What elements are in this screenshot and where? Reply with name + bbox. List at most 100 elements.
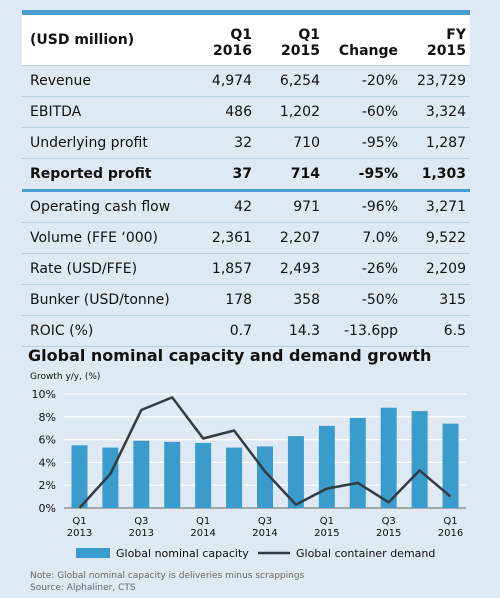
cell-q1-2016: 178 bbox=[184, 284, 256, 316]
x-tick-label: Q3 bbox=[382, 516, 396, 527]
legend-swatch-capacity bbox=[76, 548, 110, 558]
capacity-bar bbox=[411, 411, 428, 508]
cell-change: -13.6pp bbox=[324, 315, 402, 347]
header-q1-2015: Q1 2015 bbox=[256, 10, 324, 66]
y-tick-label: 6% bbox=[39, 434, 56, 447]
header-unit: (USD million) bbox=[22, 10, 184, 66]
table-row-reported-profit: Reported profit 37 714 -95% 1,303 bbox=[22, 158, 470, 191]
capacity-bar bbox=[226, 447, 243, 508]
header-change: Change bbox=[324, 10, 402, 66]
y-tick-label: 0% bbox=[39, 502, 56, 515]
x-tick-label: 2016 bbox=[438, 528, 463, 539]
cell-change: -96% bbox=[324, 189, 402, 223]
cell-fy-2015: 9,522 bbox=[402, 222, 470, 254]
chart-notes: Note: Global nominal capacity is deliver… bbox=[30, 570, 304, 594]
x-tick-label: 2015 bbox=[376, 528, 401, 539]
capacity-bar bbox=[102, 447, 119, 508]
cell-change: -26% bbox=[324, 253, 402, 285]
cell-q1-2016: 42 bbox=[184, 189, 256, 223]
table-row: ROIC (%) 0.7 14.3 -13.6pp 6.5 bbox=[22, 315, 470, 347]
table-row: Rate (USD/FFE) 1,857 2,493 -26% 2,209 bbox=[22, 253, 470, 285]
capacity-bar bbox=[257, 446, 273, 508]
table-row: Operating cash flow 42 971 -96% 3,271 bbox=[22, 189, 470, 223]
row-label: Rate (USD/FFE) bbox=[22, 253, 184, 285]
row-label: Bunker (USD/tonne) bbox=[22, 284, 184, 316]
x-tick-label: Q1 bbox=[196, 516, 210, 527]
capacity-bar bbox=[287, 436, 304, 508]
x-tick-label: Q3 bbox=[258, 516, 272, 527]
cell-q1-2016: 2,361 bbox=[184, 222, 256, 254]
capacity-demand-chart: Growth y/y, (%)0%2%4%6%8%10%Q12013Q32013… bbox=[30, 372, 466, 560]
cell-q1-2016: 37 bbox=[184, 158, 256, 191]
capacity-bar bbox=[349, 417, 366, 508]
cell-q1-2016: 32 bbox=[184, 127, 256, 159]
note-text: Note: Global nominal capacity is deliver… bbox=[30, 571, 305, 581]
cell-change: -20% bbox=[324, 65, 402, 97]
financial-summary-table-wrap: (USD million) Q1 2016 Q1 2015 Change FY 201… bbox=[22, 10, 470, 347]
table-row: Bunker (USD/tonne) 178 358 -50% 315 bbox=[22, 284, 470, 316]
capacity-bar bbox=[71, 445, 88, 508]
x-tick-label: 2014 bbox=[190, 528, 215, 539]
cell-q1-2015: 971 bbox=[256, 189, 324, 223]
table-row: EBITDA 486 1,202 -60% 3,324 bbox=[22, 96, 470, 128]
cell-change: -95% bbox=[324, 127, 402, 159]
capacity-bar bbox=[380, 407, 397, 508]
y-tick-label: 8% bbox=[39, 411, 56, 424]
legend-label-capacity: Global nominal capacity bbox=[116, 547, 249, 560]
header-fy-2015: FY 2015 bbox=[402, 10, 470, 66]
cell-q1-2016: 486 bbox=[184, 96, 256, 128]
cell-q1-2016: 0.7 bbox=[184, 315, 256, 347]
row-label: EBITDA bbox=[22, 96, 184, 128]
cell-q1-2016: 4,974 bbox=[184, 65, 256, 97]
capacity-bar bbox=[318, 425, 335, 508]
capacity-bar bbox=[133, 440, 150, 508]
cell-change: -50% bbox=[324, 284, 402, 316]
legend-label-demand: Global container demand bbox=[296, 547, 435, 560]
x-tick-label: Q1 bbox=[443, 516, 457, 527]
cell-fy-2015: 3,324 bbox=[402, 96, 470, 128]
y-axis-label: Growth y/y, (%) bbox=[30, 372, 100, 382]
y-tick-label: 4% bbox=[39, 456, 56, 469]
demand-line bbox=[78, 396, 452, 509]
row-label: ROIC (%) bbox=[22, 315, 184, 347]
x-tick-label: Q1 bbox=[72, 516, 86, 527]
row-label: Underlying profit bbox=[22, 127, 184, 159]
cell-q1-2015: 2,493 bbox=[256, 253, 324, 285]
financial-summary-table: (USD million) Q1 2016 Q1 2015 Change FY 201… bbox=[22, 10, 470, 347]
cell-q1-2015: 358 bbox=[256, 284, 324, 316]
x-tick-label: Q3 bbox=[134, 516, 148, 527]
x-tick-label: Q1 bbox=[320, 516, 334, 527]
cell-fy-2015: 23,729 bbox=[402, 65, 470, 97]
cell-change: 7.0% bbox=[324, 222, 402, 254]
cell-q1-2015: 14.3 bbox=[256, 315, 324, 347]
cell-q1-2016: 1,857 bbox=[184, 253, 256, 285]
cell-change: -60% bbox=[324, 96, 402, 128]
cell-q1-2015: 2,207 bbox=[256, 222, 324, 254]
cell-q1-2015: 1,202 bbox=[256, 96, 324, 128]
x-tick-label: 2013 bbox=[67, 528, 92, 539]
x-tick-label: 2013 bbox=[129, 528, 154, 539]
table-row: Volume (FFE ‘000) 2,361 2,207 7.0% 9,522 bbox=[22, 222, 470, 254]
row-label: Reported profit bbox=[22, 158, 184, 191]
source-text: Source: Alphaliner, CTS bbox=[30, 583, 136, 593]
cell-fy-2015: 315 bbox=[402, 284, 470, 316]
chart-title: Global nominal capacity and demand growt… bbox=[28, 346, 432, 365]
cell-fy-2015: 2,209 bbox=[402, 253, 470, 285]
x-tick-label: 2014 bbox=[252, 528, 277, 539]
cell-change: -95% bbox=[324, 158, 402, 191]
x-tick-label: 2015 bbox=[314, 528, 339, 539]
row-label: Volume (FFE ‘000) bbox=[22, 222, 184, 254]
row-label: Revenue bbox=[22, 65, 184, 97]
cell-fy-2015: 6.5 bbox=[402, 315, 470, 347]
capacity-bar bbox=[195, 443, 212, 508]
table-row: Revenue 4,974 6,254 -20% 23,729 bbox=[22, 65, 470, 97]
cell-q1-2015: 714 bbox=[256, 158, 324, 191]
cell-fy-2015: 1,303 bbox=[402, 158, 470, 191]
capacity-bar bbox=[442, 423, 459, 508]
cell-fy-2015: 1,287 bbox=[402, 127, 470, 159]
cell-q1-2015: 6,254 bbox=[256, 65, 324, 97]
row-label: Operating cash flow bbox=[22, 189, 184, 223]
capacity-bar bbox=[164, 441, 181, 508]
table-row: Underlying profit 32 710 -95% 1,287 bbox=[22, 127, 470, 159]
table-header-row: (USD million) Q1 2016 Q1 2015 Change FY 201… bbox=[22, 10, 470, 66]
